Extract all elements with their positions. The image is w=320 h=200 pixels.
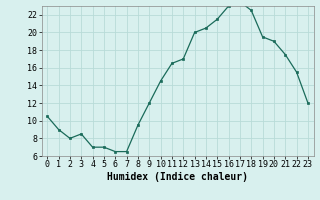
X-axis label: Humidex (Indice chaleur): Humidex (Indice chaleur) [107,172,248,182]
